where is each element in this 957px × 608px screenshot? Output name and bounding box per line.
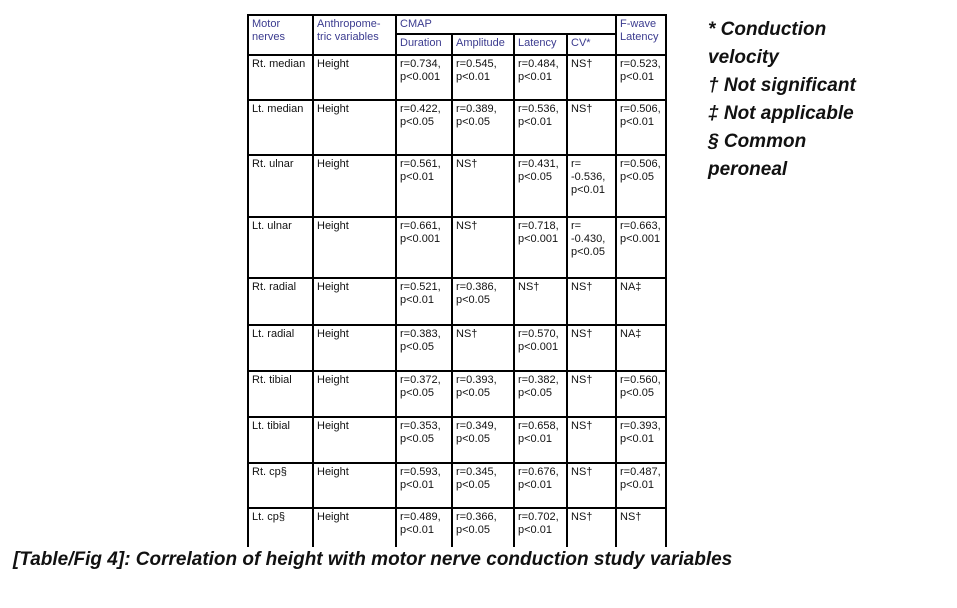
header-amplitude: Amplitude: [451, 33, 515, 56]
header-latency: Latency: [513, 33, 568, 56]
cell-variable: Height: [312, 324, 397, 372]
cell-nerve: Rt. ulnar: [247, 154, 314, 218]
cell-fwave: r=0.506, p<0.05: [615, 154, 667, 218]
table-row: Rt. ulnar Height r=0.561, p<0.01 NS† r=0.431…: [247, 154, 667, 218]
cell-nerve: Rt. cp§: [247, 462, 314, 509]
cell-nerve: Lt. radial: [247, 324, 314, 372]
cell-amplitude: NS†: [451, 154, 515, 218]
legend-item-conduction-velocity: * Conduction velocity: [708, 19, 827, 68]
cell-latency: r=0.382, p<0.05: [513, 370, 568, 418]
cell-duration: r=0.383, p<0.05: [395, 324, 453, 372]
cell-amplitude: r=0.386, p<0.05: [451, 277, 515, 326]
table-row: Rt. median Height r=0.734, p<0.001 r=0.545,…: [247, 54, 667, 101]
header-fwave-latency: F-wave Latency: [615, 14, 667, 56]
cell-nerve: Rt. tibial: [247, 370, 314, 418]
cell-cv: NS†: [566, 99, 617, 156]
table-row: Lt. ulnar Height r=0.661, p<0.001 NS† r=0.71…: [247, 216, 667, 279]
cell-cv: NS†: [566, 462, 617, 509]
cell-cv: NS†: [566, 54, 617, 101]
cell-nerve: Lt. ulnar: [247, 216, 314, 279]
cell-cv: NS†: [566, 416, 617, 464]
cell-amplitude: r=0.345, p<0.05: [451, 462, 515, 509]
table-row: Lt. cp§ Height r=0.489, p<0.01 r=0.366, p<0…: [247, 507, 667, 547]
cell-latency: r=0.536, p<0.01: [513, 99, 568, 156]
cell-cv: NS†: [566, 277, 617, 326]
cell-fwave: r=0.663, p<0.001: [615, 216, 667, 279]
cell-fwave: r=0.393, p<0.01: [615, 416, 667, 464]
header-duration: Duration: [395, 33, 453, 56]
cell-fwave: NA‡: [615, 324, 667, 372]
cell-amplitude: r=0.366, p<0.05: [451, 507, 515, 547]
cell-duration: r=0.489, p<0.01: [395, 507, 453, 547]
cell-variable: Height: [312, 54, 397, 101]
cell-latency: r=0.570, p<0.001: [513, 324, 568, 372]
table-row: Rt. cp§ Height r=0.593, p<0.01 r=0.345, p<0…: [247, 462, 667, 509]
legend-item-common-peroneal: § Common peroneal: [708, 131, 807, 180]
cell-duration: r=0.521, p<0.01: [395, 277, 453, 326]
correlation-table-container: Motor nerves Anthropome- tric variables …: [247, 14, 671, 547]
cell-amplitude: NS†: [451, 324, 515, 372]
cell-duration: r=0.372, p<0.05: [395, 370, 453, 418]
cell-variable: Height: [312, 370, 397, 418]
cell-latency: r=0.676, p<0.01: [513, 462, 568, 509]
cell-cv: NS†: [566, 324, 617, 372]
cell-duration: r=0.422, p<0.05: [395, 99, 453, 156]
cell-variable: Height: [312, 154, 397, 218]
table-caption: [Table/Fig 4]: Correlation of height wit…: [13, 549, 733, 570]
header-anthropometric-variables: Anthropome- tric variables: [312, 14, 397, 56]
cell-duration: r=0.561, p<0.01: [395, 154, 453, 218]
cell-variable: Height: [312, 99, 397, 156]
cell-fwave: r=0.560, p<0.05: [615, 370, 667, 418]
cell-fwave: r=0.506, p<0.01: [615, 99, 667, 156]
cell-fwave: r=0.523, p<0.01: [615, 54, 667, 101]
table-row: Lt. radial Height r=0.383, p<0.05 NS† r=0.57…: [247, 324, 667, 372]
cell-duration: r=0.734, p<0.001: [395, 54, 453, 101]
cell-nerve: Lt. cp§: [247, 507, 314, 547]
cell-nerve: Rt. radial: [247, 277, 314, 326]
table-header: Motor nerves Anthropome- tric variables …: [247, 14, 667, 56]
cell-nerve: Rt. median: [247, 54, 314, 101]
legend-item-not-applicable: ‡ Not applicable: [708, 103, 854, 124]
cell-latency: r=0.431, p<0.05: [513, 154, 568, 218]
cell-amplitude: NS†: [451, 216, 515, 279]
cell-fwave: NS†: [615, 507, 667, 547]
cell-latency: NS†: [513, 277, 568, 326]
cell-amplitude: r=0.389, p<0.05: [451, 99, 515, 156]
table-body: Rt. median Height r=0.734, p<0.001 r=0.545,…: [247, 54, 667, 547]
footnote-legend: * Conduction velocity † Not significant …: [708, 16, 888, 184]
cell-duration: r=0.353, p<0.05: [395, 416, 453, 464]
cell-duration: r=0.661, p<0.001: [395, 216, 453, 279]
table-row: Lt. tibial Height r=0.353, p<0.05 r=0.349, …: [247, 416, 667, 464]
cell-duration: r=0.593, p<0.01: [395, 462, 453, 509]
cell-amplitude: r=0.545, p<0.01: [451, 54, 515, 101]
cell-latency: r=0.718, p<0.001: [513, 216, 568, 279]
cell-fwave: r=0.487, p<0.01: [615, 462, 667, 509]
cell-variable: Height: [312, 277, 397, 326]
correlation-table: Motor nerves Anthropome- tric variables …: [247, 14, 667, 547]
cell-cv: r= -0.536, p<0.01: [566, 154, 617, 218]
table-row: Rt. radial Height r=0.521, p<0.01 r=0.386, …: [247, 277, 667, 326]
cell-variable: Height: [312, 507, 397, 547]
header-cmap: CMAP: [395, 14, 617, 35]
cell-latency: r=0.702, p<0.01: [513, 507, 568, 547]
table-row: Rt. tibial Height r=0.372, p<0.05 r=0.393, …: [247, 370, 667, 418]
cell-variable: Height: [312, 216, 397, 279]
header-motor-nerves: Motor nerves: [247, 14, 314, 56]
cell-cv: NS†: [566, 370, 617, 418]
cell-cv: r= -0.430, p<0.05: [566, 216, 617, 279]
cell-fwave: NA‡: [615, 277, 667, 326]
cell-nerve: Lt. median: [247, 99, 314, 156]
legend-item-not-significant: † Not significant: [708, 75, 856, 96]
table-row: Lt. median Height r=0.422, p<0.05 r=0.389, …: [247, 99, 667, 156]
cell-amplitude: r=0.393, p<0.05: [451, 370, 515, 418]
cell-latency: r=0.658, p<0.01: [513, 416, 568, 464]
cell-cv: NS†: [566, 507, 617, 547]
cell-latency: r=0.484, p<0.01: [513, 54, 568, 101]
cell-amplitude: r=0.349, p<0.05: [451, 416, 515, 464]
cell-nerve: Lt. tibial: [247, 416, 314, 464]
header-cv: CV*: [566, 33, 617, 56]
cell-variable: Height: [312, 416, 397, 464]
cell-variable: Height: [312, 462, 397, 509]
